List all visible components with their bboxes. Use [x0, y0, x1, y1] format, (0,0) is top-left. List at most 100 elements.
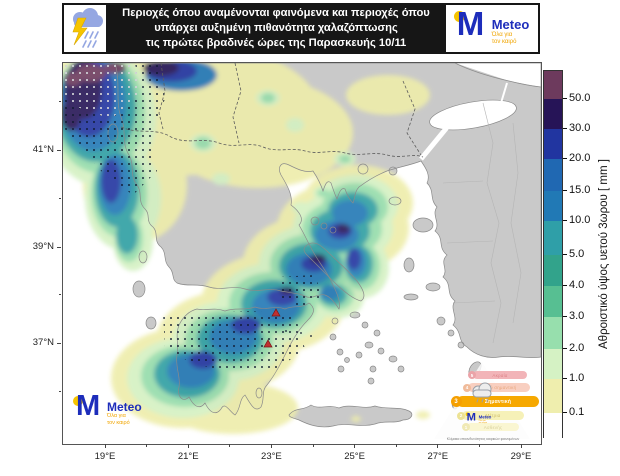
x-axis-label: 21°E [177, 451, 199, 462]
hazard-level-pill: Ασθενής [467, 423, 519, 431]
hazard-level-pill: Πολύ σημαντική [468, 383, 530, 392]
x-axis-tick [104, 444, 106, 448]
storm-cloud-icon [472, 382, 492, 403]
x-axis-label: 23°E [261, 451, 282, 462]
y-axis-tick [57, 342, 61, 344]
meteo-tagline-2: τον καιρό [491, 38, 517, 45]
hazard-level-badge: 4 [463, 383, 471, 392]
colorbar-tick [563, 220, 567, 221]
colorbar-segment [544, 379, 562, 413]
country-borders [120, 63, 424, 158]
colorbar-tick-label: 15.0 [569, 184, 591, 196]
colorbar-tick-label: 30.0 [569, 122, 591, 134]
header-line-1: Περιοχές όπου αναμένονται φαινόμενα και … [122, 7, 430, 19]
y-axis-tick [57, 149, 61, 151]
x-axis-label: 29°E [510, 451, 532, 462]
map-watermark-logo: M Meteo Όλα για τον καιρό [73, 390, 142, 426]
pyramid-footer: Κλίμακα επικινδυνότητας καιρικών φαινομέ… [446, 437, 520, 441]
hazard-level-badge: 5 [468, 371, 476, 379]
hazard-level-pill: Μέτρια [462, 411, 524, 420]
header-banner: Περιοχές όπου αναμένονται φαινόμενα και … [62, 3, 540, 54]
header-title: Περιοχές όπου αναμένονται φαινόμενα και … [110, 3, 442, 54]
colorbar-segment [544, 191, 562, 221]
meteo-logo-m-icon: M [76, 390, 101, 422]
precipitation-map [62, 62, 542, 445]
colorbar-tick-label: 50.0 [569, 92, 591, 104]
colorbar-segment [544, 317, 562, 349]
x-axis-minor-tick [312, 444, 314, 447]
colorbar-segment [544, 349, 562, 379]
colorbar-segment [544, 413, 562, 439]
meteo-logo-dot-icon [453, 10, 465, 22]
hazard-scale-pyramid: Ακραία 5 Πολύ σημαντική 4 Σημαντική 3 Μέτρια 2 Α… [426, 360, 540, 442]
colorbar-tick [563, 412, 567, 413]
y-axis-label: 41°N [32, 144, 54, 155]
colorbar-segment [544, 221, 562, 255]
hazard-level-badge: 2 [457, 411, 465, 420]
colorbar-tick [563, 190, 567, 191]
x-axis-label: 19°E [94, 451, 116, 462]
x-axis-minor-tick [478, 444, 480, 447]
y-axis-minor-tick [58, 294, 61, 296]
colorbar-tick [563, 285, 567, 286]
colorbar-segment [544, 71, 562, 99]
header-line-3: τις πρώτες βραδινές ώρες της Παρασκευής … [145, 37, 407, 49]
y-axis-tick [57, 246, 61, 248]
colorbar-tick [563, 158, 567, 159]
colorbar-tick-label: 2.0 [569, 342, 585, 354]
colorbar-segment [544, 99, 562, 129]
map-canvas [63, 63, 541, 434]
hazard-level-badge: 3 [450, 396, 462, 407]
colorbar-segment [544, 255, 562, 286]
meteo-logo-dot-icon [73, 396, 83, 406]
x-axis-label: 25°E [344, 451, 365, 462]
colorbar-segment [544, 159, 562, 191]
colorbar-tick-label: 4.0 [569, 279, 585, 291]
colorbar-tick-label: 0.1 [569, 406, 585, 418]
x-axis-tick [520, 444, 522, 448]
colorbar-tick [563, 316, 567, 317]
meteo-brand: Meteo [491, 16, 530, 32]
x-axis-tick [187, 444, 189, 448]
x-axis-tick [437, 444, 439, 448]
meteo-brand: Meteo [107, 400, 142, 414]
x-axis-minor-tick [229, 444, 231, 447]
colorbar-tick [563, 98, 567, 99]
colorbar-tick-label: 10.0 [569, 214, 591, 226]
colorbar-tick [563, 128, 567, 129]
colorbar-tick-label: 20.0 [569, 152, 591, 164]
colorbar-tick-label: 5.0 [569, 248, 585, 260]
colorbar-segment [544, 286, 562, 317]
meteo-tagline-1: Όλα για [491, 31, 513, 38]
colorbar-tick [563, 254, 567, 255]
hazard-level-pill: Ακραία [473, 371, 527, 379]
hazard-level-pill: Σημαντική [457, 396, 539, 407]
x-axis-tick [354, 444, 356, 448]
colorbar-tick-label: 1.0 [569, 372, 585, 384]
meteo-logo-m-icon: M [456, 4, 485, 42]
pyramid-meteo-logo: M Meteo Όλα για τον καιρό [465, 410, 492, 424]
hazard-level-badge: 1 [462, 423, 470, 431]
meteo-logo: M Meteo Όλα για τον καιρό [446, 5, 538, 52]
header-line-2: υπάρχει αυξημένη πιθανότητα χαλαζόπτωσης [154, 22, 398, 34]
colorbar [543, 70, 563, 439]
y-axis-minor-tick [58, 391, 61, 392]
y-axis-label: 39°N [32, 241, 54, 252]
stipple-region [63, 63, 323, 373]
colorbar-segment [544, 129, 562, 159]
y-axis-label: 37°N [32, 337, 54, 348]
colorbar-tick [563, 348, 567, 349]
storm-icon [64, 5, 106, 52]
colorbar-title: Αθροιστικό ύψος υετού 3ωρου [ mm ] [598, 159, 610, 349]
sea-marmara-blacksea [419, 63, 541, 161]
x-axis-minor-tick [395, 444, 397, 447]
x-axis-minor-tick [146, 444, 148, 447]
province-borders [442, 102, 522, 344]
y-axis-minor-tick [58, 197, 61, 199]
colorbar-tick [563, 378, 567, 379]
y-axis-minor-tick [58, 101, 61, 103]
x-axis-label: 27°E [427, 451, 449, 462]
meteo-tagline-2: τον καιρό [107, 419, 130, 426]
colorbar-tick-label: 3.0 [569, 310, 585, 322]
